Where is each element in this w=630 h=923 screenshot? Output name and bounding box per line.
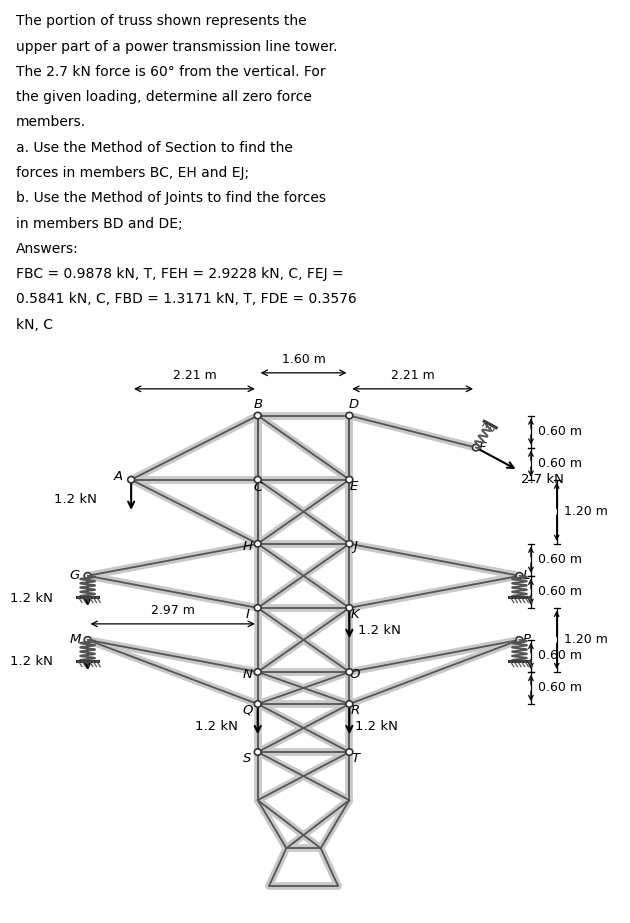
Text: 0.60 m: 0.60 m (538, 585, 581, 598)
Circle shape (128, 476, 135, 483)
Text: G: G (70, 569, 80, 582)
Text: kN, C: kN, C (16, 318, 53, 331)
Circle shape (255, 749, 261, 755)
Text: 1.20 m: 1.20 m (564, 505, 607, 518)
Text: Q: Q (242, 704, 253, 717)
Text: K: K (351, 607, 360, 621)
Circle shape (255, 669, 261, 675)
Text: M: M (69, 633, 81, 646)
Text: A: A (114, 471, 123, 484)
Text: The portion of truss shown represents the: The portion of truss shown represents th… (16, 15, 306, 29)
Text: I: I (246, 607, 249, 621)
Text: members.: members. (16, 115, 86, 129)
Text: 2.97 m: 2.97 m (151, 604, 195, 617)
Text: C: C (253, 481, 262, 494)
Text: 1.2 kN: 1.2 kN (10, 592, 53, 605)
Circle shape (346, 749, 353, 755)
Circle shape (516, 572, 523, 579)
Text: 1.60 m: 1.60 m (282, 353, 326, 366)
Text: N: N (243, 668, 253, 681)
Text: 1.2 kN: 1.2 kN (54, 494, 97, 507)
Text: 1.20 m: 1.20 m (564, 633, 607, 646)
Circle shape (255, 413, 261, 419)
Text: P: P (522, 633, 530, 646)
Text: H: H (243, 540, 253, 553)
Text: a. Use the Method of Section to find the: a. Use the Method of Section to find the (16, 141, 292, 155)
Text: b. Use the Method of Joints to find the forces: b. Use the Method of Joints to find the … (16, 191, 326, 205)
Text: J: J (353, 540, 357, 553)
Circle shape (346, 476, 353, 483)
Text: S: S (243, 752, 251, 765)
Text: D: D (349, 399, 359, 412)
Text: L: L (523, 569, 530, 582)
Text: 2.21 m: 2.21 m (173, 369, 216, 382)
Circle shape (472, 444, 479, 450)
Text: Answers:: Answers: (16, 242, 78, 256)
Circle shape (346, 605, 353, 611)
Circle shape (255, 476, 261, 483)
Circle shape (346, 669, 353, 675)
Text: 2.21 m: 2.21 m (391, 369, 435, 382)
Text: T: T (351, 752, 359, 765)
Text: 1.2 kN: 1.2 kN (358, 624, 401, 637)
Text: in members BD and DE;: in members BD and DE; (16, 217, 182, 231)
Text: 0.60 m: 0.60 m (538, 457, 581, 470)
Circle shape (84, 637, 91, 643)
Text: 1.2 kN: 1.2 kN (195, 720, 238, 733)
Text: 1.2 kN: 1.2 kN (10, 654, 53, 667)
Text: upper part of a power transmission line tower.: upper part of a power transmission line … (16, 40, 337, 54)
Text: 2.7 kN: 2.7 kN (521, 473, 564, 486)
Circle shape (346, 541, 353, 547)
Text: B: B (253, 399, 262, 412)
Text: O: O (350, 668, 360, 681)
Circle shape (346, 701, 353, 707)
Text: F: F (479, 441, 486, 454)
Circle shape (346, 413, 353, 419)
Text: 0.60 m: 0.60 m (538, 426, 581, 438)
Circle shape (255, 541, 261, 547)
Text: 1.2 kN: 1.2 kN (355, 720, 398, 733)
Text: 0.60 m: 0.60 m (538, 650, 581, 663)
Circle shape (255, 701, 261, 707)
Text: FBC = 0.9878 kN, T, FEH = 2.9228 kN, C, FEJ =: FBC = 0.9878 kN, T, FEH = 2.9228 kN, C, … (16, 267, 343, 282)
Text: 0.5841 kN, C, FBD = 1.3171 kN, T, FDE = 0.3576: 0.5841 kN, C, FBD = 1.3171 kN, T, FDE = … (16, 293, 357, 306)
Text: the given loading, determine all zero force: the given loading, determine all zero fo… (16, 90, 311, 104)
Text: forces in members BC, EH and EJ;: forces in members BC, EH and EJ; (16, 166, 249, 180)
Circle shape (516, 637, 523, 643)
Text: E: E (350, 480, 358, 493)
Text: 0.60 m: 0.60 m (538, 553, 581, 567)
Circle shape (84, 572, 91, 579)
Text: The 2.7 kN force is 60° from the vertical. For: The 2.7 kN force is 60° from the vertica… (16, 65, 325, 79)
Text: 0.60 m: 0.60 m (538, 681, 581, 694)
Circle shape (255, 605, 261, 611)
Text: R: R (350, 704, 360, 717)
